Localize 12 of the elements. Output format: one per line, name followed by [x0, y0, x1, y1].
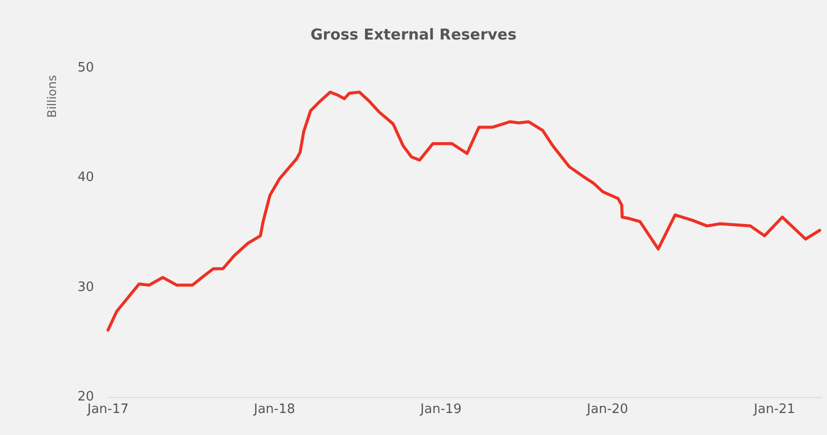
y-tick-label: 20 [77, 390, 94, 404]
line-series [106, 90, 822, 332]
x-tick-label: Jan-21 [752, 402, 796, 417]
x-tick-label: Jan-18 [252, 402, 296, 417]
y-tick-label: 50 [77, 60, 94, 76]
x-tick-label: Jan-19 [419, 402, 462, 417]
x-tick-label: Jan-20 [586, 402, 628, 417]
y-tick-label: 40 [77, 170, 94, 186]
y-axis-title: Billions [45, 74, 59, 118]
chart-title: Gross External Reserves [310, 26, 517, 44]
x-tick-label: Jan-17 [86, 402, 129, 417]
y-tick-label: 30 [77, 280, 94, 295]
